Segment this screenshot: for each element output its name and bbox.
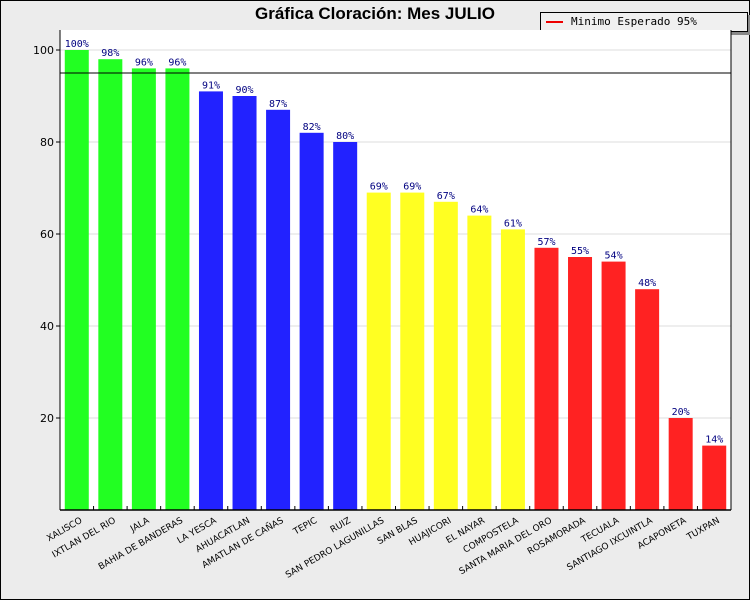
data-label: 100%: [65, 39, 89, 50]
bar: [433, 201, 458, 511]
bar: [601, 261, 626, 510]
x-tick-label: TUXPAN: [685, 516, 722, 543]
data-label: 48%: [638, 278, 656, 289]
data-label: 55%: [571, 246, 589, 257]
legend-swatch: [546, 21, 563, 23]
chart-title: Gráfica Cloración: Mes JULIO: [255, 4, 495, 23]
bar: [266, 109, 291, 511]
y-tick-label: 80: [40, 136, 54, 149]
x-tick-label: JALA: [128, 516, 152, 536]
bar: [232, 96, 257, 510]
x-tick-label: TEPIC: [291, 516, 319, 538]
data-label: 98%: [101, 48, 119, 59]
data-label: 91%: [202, 80, 220, 91]
bar: [98, 59, 123, 510]
bar: [400, 192, 425, 510]
data-label: 69%: [403, 182, 421, 193]
x-tick-label: RUIZ: [329, 516, 353, 535]
plot-area: [60, 30, 731, 510]
data-label: 61%: [504, 218, 522, 229]
bar: [131, 68, 156, 511]
bar: [500, 229, 525, 510]
data-label: 90%: [235, 85, 253, 96]
bar: [299, 132, 324, 511]
data-label: 20%: [672, 407, 690, 418]
bar: [198, 91, 223, 511]
bar: [467, 215, 492, 510]
data-label: 82%: [303, 122, 321, 133]
data-label: 14%: [705, 435, 723, 446]
data-label: 96%: [135, 57, 153, 68]
data-label: 96%: [168, 57, 186, 68]
data-label: 69%: [370, 182, 388, 193]
y-tick-label: 20: [40, 412, 54, 425]
bar: [366, 192, 391, 510]
data-label: 57%: [537, 237, 555, 248]
bar: [702, 445, 727, 510]
data-label: 87%: [269, 99, 287, 110]
y-tick-label: 100: [33, 44, 54, 57]
bar: [534, 247, 559, 511]
bar: [635, 289, 660, 510]
data-label: 54%: [605, 251, 623, 262]
bar: [668, 418, 693, 510]
y-tick-label: 60: [40, 228, 54, 241]
bar: [165, 68, 190, 511]
bar: [333, 142, 358, 510]
bar: [64, 50, 89, 510]
bar: [568, 257, 593, 510]
y-tick-label: 40: [40, 320, 54, 333]
x-tick-label: IXTLAN DEL RIO: [51, 516, 118, 560]
data-label: 80%: [336, 131, 354, 142]
data-label: 67%: [437, 191, 455, 202]
data-label: 64%: [470, 205, 488, 216]
